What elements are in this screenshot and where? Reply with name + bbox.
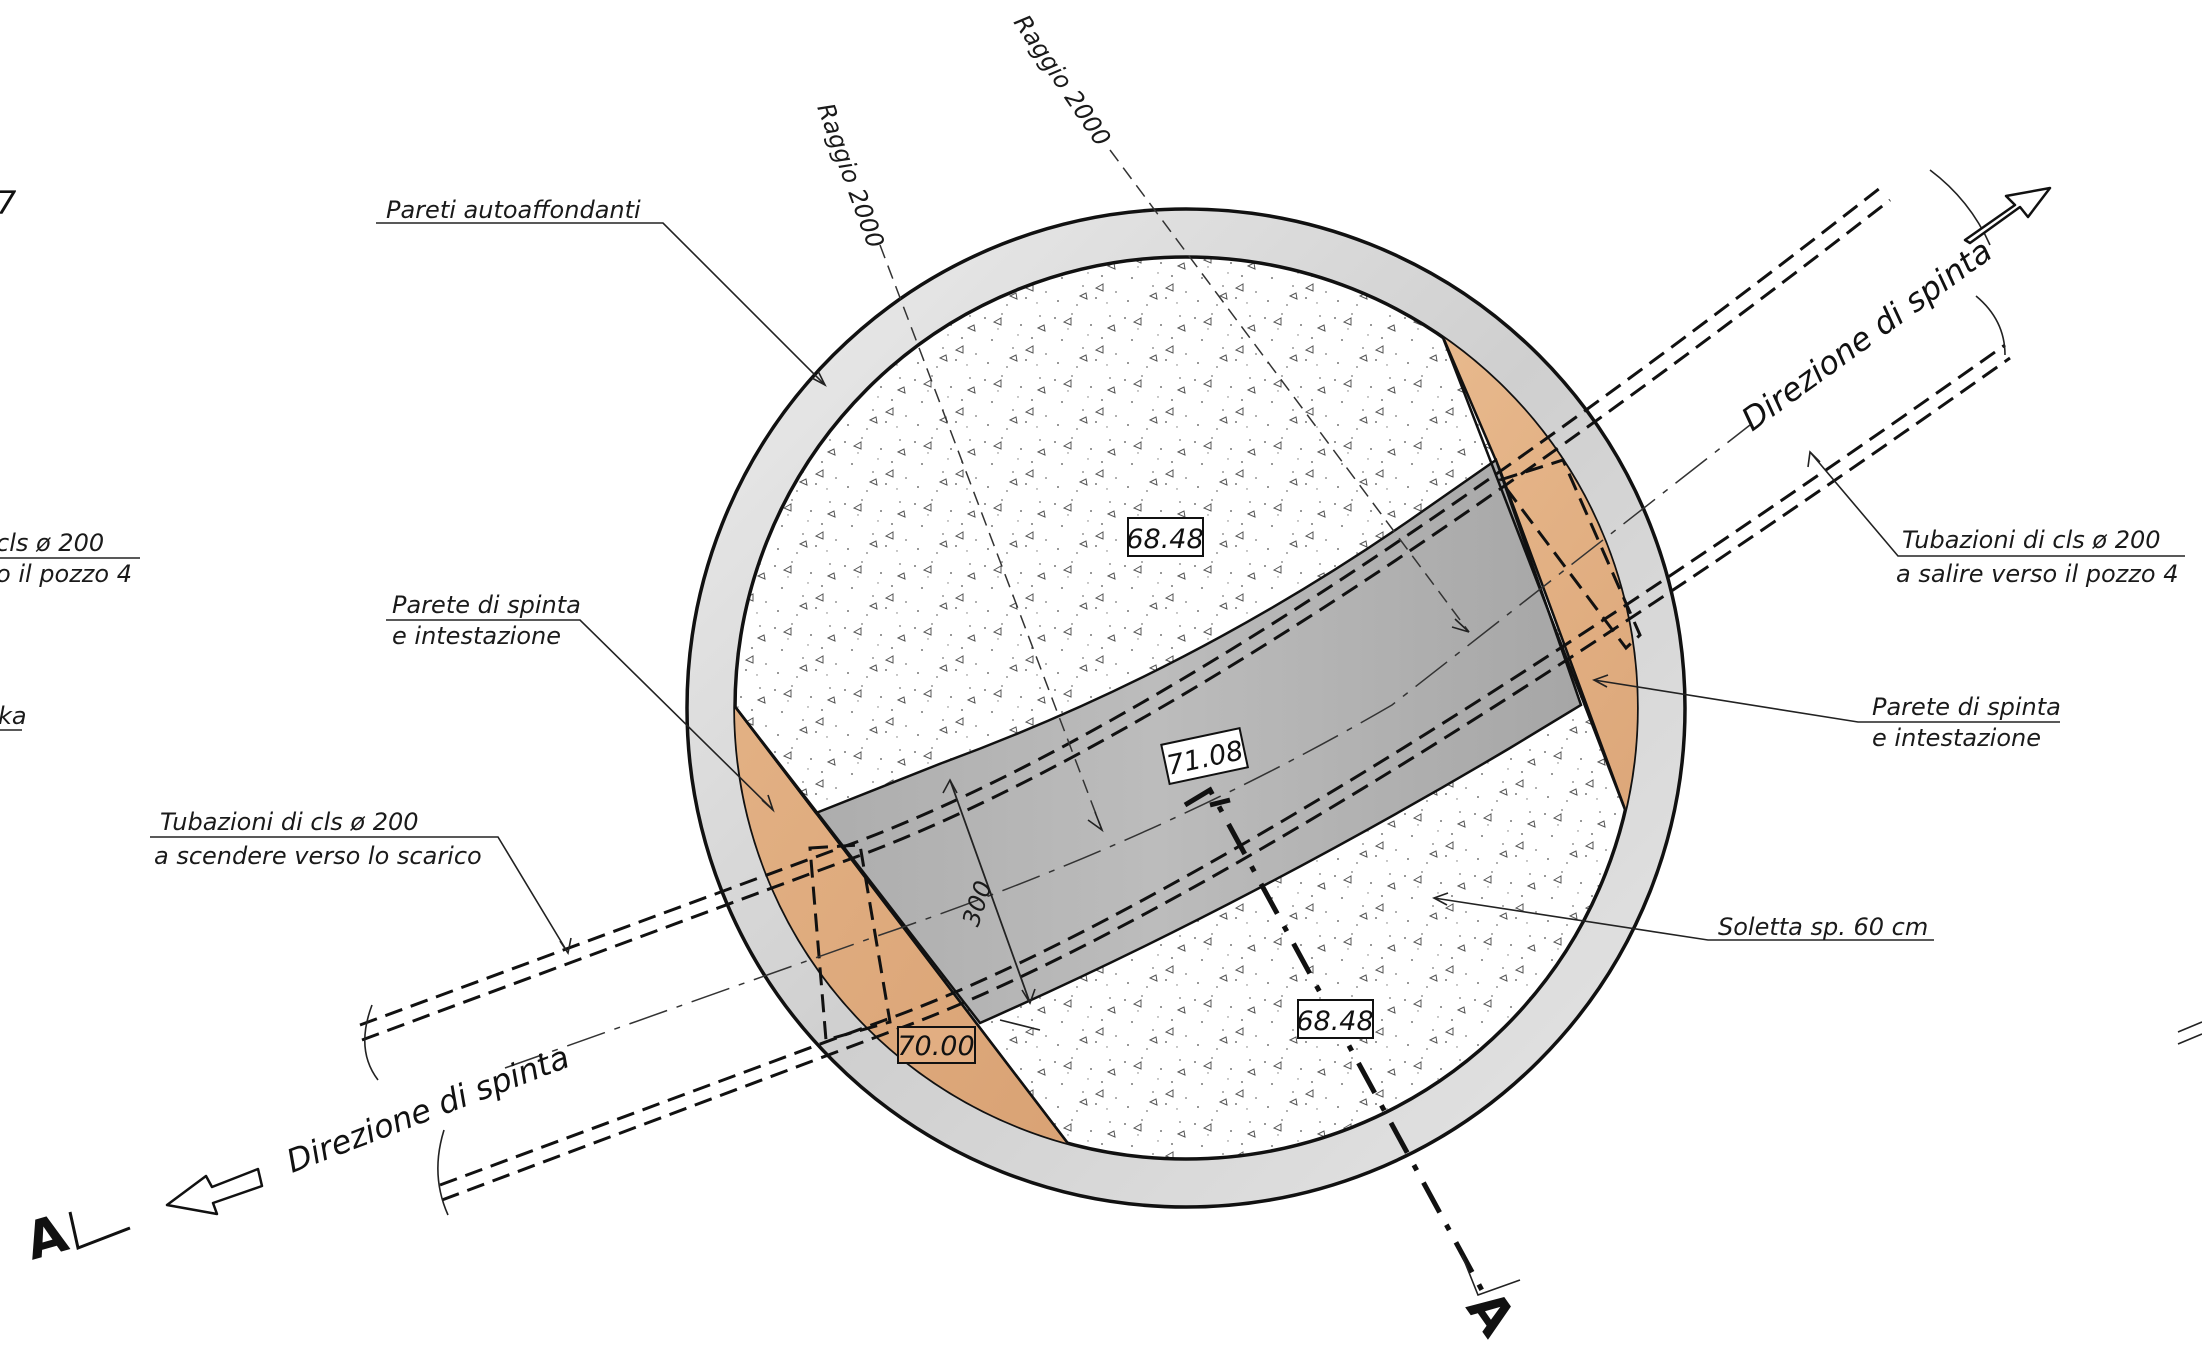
svg-text:Pareti autoaffondanti: Pareti autoaffondanti bbox=[386, 196, 641, 224]
radius-line-1 bbox=[879, 244, 1103, 831]
direzione-lower: Direzione di spinta bbox=[281, 1038, 574, 1181]
callout-tubazioni-right: Tubazioni di cls ø 200 a salire verso il… bbox=[1807, 450, 2185, 588]
pipe-lower-edge bbox=[439, 343, 2006, 1187]
svg-text:e intestazione: e intestazione bbox=[392, 622, 561, 650]
pipe-upper-edge-2 bbox=[361, 198, 1891, 1042]
direzione-upper: Direzione di spinta bbox=[1734, 232, 1999, 439]
callout-soletta: Soletta sp. 60 cm bbox=[1432, 892, 1934, 941]
elevation-top: 68.48 bbox=[1126, 517, 1204, 557]
slab bbox=[735, 458, 1583, 1025]
center-axis bbox=[504, 424, 1751, 1069]
callout-pareti: Pareti autoaffondanti bbox=[376, 196, 827, 387]
elevation-bottom-right: 68.48 bbox=[1296, 999, 1374, 1039]
elevation-bottom-left: 70.00 bbox=[897, 1026, 976, 1064]
svg-text:A: A bbox=[19, 1204, 74, 1273]
svg-text:70.00: 70.00 bbox=[897, 1031, 974, 1062]
svg-text:Parete di spinta: Parete di spinta bbox=[392, 591, 581, 619]
callout-parete-left: Parete di spinta e intestazione bbox=[386, 591, 775, 813]
svg-text:o il pozzo 4: o il pozzo 4 bbox=[0, 560, 132, 588]
svg-text:a scendere verso lo scarico: a scendere verso lo scarico bbox=[154, 842, 482, 870]
svg-text:ka: ka bbox=[0, 702, 27, 730]
raggio-label-1: Raggio 2000 bbox=[811, 99, 889, 251]
pipe-end-left bbox=[808, 843, 892, 1042]
callout-tubazioni-left: Tubazioni di cls ø 200 a scendere verso … bbox=[150, 808, 572, 956]
pipe-upper-edge bbox=[359, 186, 1881, 1027]
radius-line-2 bbox=[1109, 149, 1470, 633]
svg-text:A: A bbox=[1454, 1280, 1526, 1347]
svg-text:Soletta sp. 60 cm: Soletta sp. 60 cm bbox=[1718, 913, 1928, 941]
svg-text:68.48: 68.48 bbox=[1126, 524, 1203, 555]
svg-text:Parete di spinta: Parete di spinta bbox=[1872, 693, 2061, 721]
raggio-label-2: Raggio 2000 bbox=[1008, 10, 1116, 152]
svg-text:Tubazioni di cls ø 200: Tubazioni di cls ø 200 bbox=[1902, 526, 2161, 554]
svg-text:cls ø 200: cls ø 200 bbox=[0, 529, 104, 557]
dim-300-line bbox=[949, 779, 1031, 1004]
thrust-arrow-upper bbox=[1963, 186, 2052, 245]
thrust-arrow-lower bbox=[165, 1167, 264, 1216]
svg-text:a salire verso il pozzo 4: a salire verso il pozzo 4 bbox=[1896, 560, 2178, 588]
cutoff-labels-left: cls ø 200 o il pozzo 4 ka 7 bbox=[0, 184, 140, 731]
pipe-lower-edge-2 bbox=[441, 356, 2011, 1202]
svg-text:Tubazioni di cls ø 200: Tubazioni di cls ø 200 bbox=[160, 808, 419, 836]
svg-text:68.48: 68.48 bbox=[1296, 1006, 1373, 1037]
svg-text:7: 7 bbox=[0, 184, 17, 222]
section-cut-line bbox=[1183, 786, 1493, 1307]
callout-parete-right: Parete di spinta e intestazione bbox=[1592, 674, 2061, 752]
section-mark-bottom: A bbox=[1454, 1280, 1526, 1347]
section-mark-left: A bbox=[19, 1204, 131, 1273]
pipe-end-right bbox=[1497, 458, 1642, 651]
svg-text:e intestazione: e intestazione bbox=[1872, 724, 2041, 752]
